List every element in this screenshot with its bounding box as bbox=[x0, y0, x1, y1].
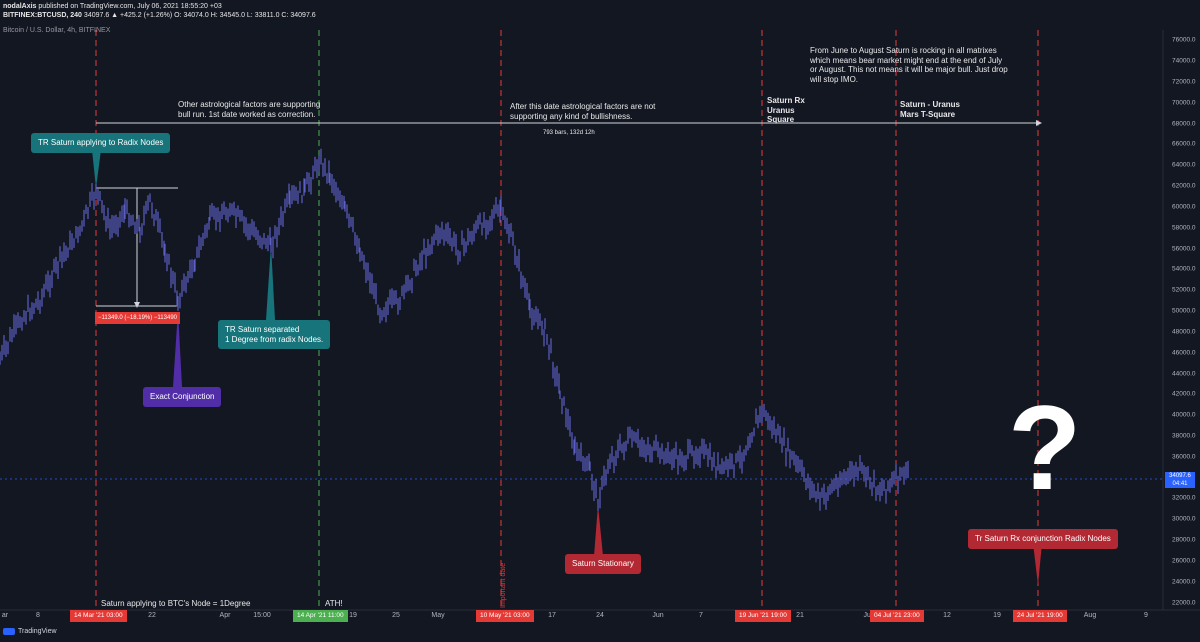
note-saturn-node-1deg: Saturn applying to BTC's Node = 1Degree bbox=[101, 599, 251, 608]
x-date-badge: 14 Mar '21 03:00 bbox=[70, 610, 127, 622]
current-price-badge: 34097.6 04:41 bbox=[1165, 472, 1195, 488]
publisher-name[interactable]: nodalAxis bbox=[3, 3, 37, 10]
x-date-badge: 10 May '21 03:00 bbox=[476, 610, 534, 622]
y-tick-label: 50000.0 bbox=[1172, 307, 1196, 315]
tradingview-logo[interactable]: TradingView bbox=[3, 628, 57, 635]
y-tick-label: 70000.0 bbox=[1172, 99, 1196, 107]
x-tick-label: Jul bbox=[863, 612, 873, 619]
y-tick-label: 22000.0 bbox=[1172, 599, 1196, 607]
x-tick-label: Aug bbox=[1083, 612, 1097, 619]
y-tick-label: 66000.0 bbox=[1172, 140, 1196, 148]
y-tick-label: 68000.0 bbox=[1172, 120, 1196, 128]
x-tick-label: 22 bbox=[148, 612, 156, 619]
y-tick-label: 76000.0 bbox=[1172, 36, 1196, 44]
y-tick-label: 62000.0 bbox=[1172, 182, 1196, 190]
note-ath: ATH! bbox=[325, 599, 343, 608]
symbol[interactable]: BITFINEX:BTCUSD, 240 bbox=[3, 12, 82, 19]
symbol-line: BITFINEX:BTCUSD, 240 34097.6 ▲ +425.2 (+… bbox=[3, 11, 316, 20]
x-date-badge: 14 Apr '21 11:00 bbox=[293, 610, 348, 622]
y-tick-label: 54000.0 bbox=[1172, 265, 1196, 273]
x-tick-label: 21 bbox=[796, 612, 804, 619]
y-tick-label: 74000.0 bbox=[1172, 57, 1196, 65]
y-tick-label: 32000.0 bbox=[1172, 494, 1196, 502]
y-tick-label: 48000.0 bbox=[1172, 328, 1196, 336]
note-important-date: Important date bbox=[500, 562, 507, 608]
brand-label: TradingView bbox=[18, 628, 57, 635]
y-tick-label: 44000.0 bbox=[1172, 370, 1196, 378]
y-tick-label: 38000.0 bbox=[1172, 432, 1196, 440]
measure-label: −11349.0 (−18.19%) −113490 bbox=[95, 312, 180, 324]
callout-tr-saturn-applying[interactable]: TR Saturn applying to Radix Nodes bbox=[31, 133, 171, 153]
callout-saturn-stationary[interactable]: Saturn Stationary bbox=[565, 554, 641, 574]
x-tick-label: 17 bbox=[548, 612, 556, 619]
callout-exact-conjunction[interactable]: Exact Conjunction bbox=[143, 387, 222, 407]
x-tick-label: ar bbox=[1, 612, 9, 619]
x-tick-label: 15:00 bbox=[253, 612, 271, 619]
range-label: 793 bars, 132d 12h bbox=[543, 130, 595, 136]
price-series bbox=[0, 148, 909, 511]
note-saturn-uranus-mars: Saturn - Uranus Mars T-Square bbox=[900, 100, 961, 119]
y-tick-label: 42000.0 bbox=[1172, 390, 1196, 398]
x-tick-label: Jun bbox=[652, 612, 664, 619]
x-tick-label: 19 bbox=[349, 612, 357, 619]
x-date-badge: 19 Jun '21 19:00 bbox=[735, 610, 791, 622]
chart-subtitle: Bitcoin / U.S. Dollar, 4h, BITFINEX bbox=[3, 27, 111, 34]
publisher-line: nodalAxis published on TradingView.com, … bbox=[3, 2, 222, 11]
x-date-badge: 04 Jul '21 23:00 bbox=[870, 610, 924, 622]
tradingview-icon bbox=[3, 628, 15, 635]
y-tick-label: 26000.0 bbox=[1172, 557, 1196, 565]
note-bull-run: Other astrological factors are supportin… bbox=[178, 100, 321, 119]
y-tick-label: 36000.0 bbox=[1172, 453, 1196, 461]
y-tick-label: 40000.0 bbox=[1172, 411, 1196, 419]
x-tick-label: Apr bbox=[219, 612, 231, 619]
quote: 34097.6 ▲ +425.2 (+1.26%) O: 34074.0 H: … bbox=[83, 12, 316, 19]
x-tick-label: 9 bbox=[1144, 612, 1148, 619]
note-june-august: From June to August Saturn is rocking in… bbox=[810, 46, 1008, 84]
note-not-supporting: After this date astrological factors are… bbox=[510, 102, 656, 121]
y-tick-label: 64000.0 bbox=[1172, 161, 1196, 169]
x-tick-label: May bbox=[431, 612, 445, 619]
y-tick-label: 24000.0 bbox=[1172, 578, 1196, 586]
x-tick-label: 12 bbox=[943, 612, 951, 619]
y-tick-label: 60000.0 bbox=[1172, 203, 1196, 211]
y-tick-label: 30000.0 bbox=[1172, 515, 1196, 523]
y-tick-label: 46000.0 bbox=[1172, 349, 1196, 357]
x-tick-label: 25 bbox=[392, 612, 400, 619]
callout-tr-saturn-separated[interactable]: TR Saturn separated 1 Degree from radix … bbox=[218, 320, 331, 349]
x-tick-label: 24 bbox=[596, 612, 604, 619]
publish-info: published on TradingView.com, July 06, 2… bbox=[38, 3, 222, 10]
x-tick-label: 19 bbox=[993, 612, 1001, 619]
y-tick-label: 72000.0 bbox=[1172, 78, 1196, 86]
y-tick-label: 58000.0 bbox=[1172, 224, 1196, 232]
note-saturn-rx-uranus: Saturn Rx Uranus Square bbox=[767, 96, 805, 124]
x-date-badge: 24 Jul '21 19:00 bbox=[1013, 610, 1067, 622]
x-tick-label: 7 bbox=[699, 612, 703, 619]
y-tick-label: 52000.0 bbox=[1172, 286, 1196, 294]
question-mark: ? bbox=[1008, 381, 1082, 515]
y-tick-label: 28000.0 bbox=[1172, 536, 1196, 544]
x-tick-label: 8 bbox=[36, 612, 40, 619]
callout-tr-saturn-rx-conj[interactable]: Tr Saturn Rx conjunction Radix Nodes bbox=[968, 529, 1118, 549]
y-tick-label: 56000.0 bbox=[1172, 245, 1196, 253]
